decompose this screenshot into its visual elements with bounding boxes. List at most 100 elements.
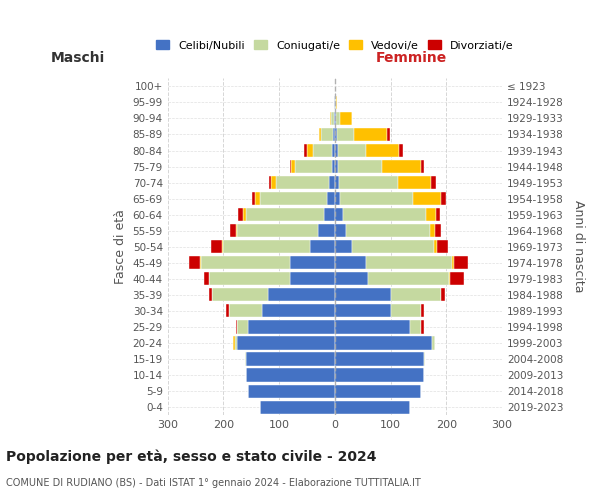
Bar xyxy=(437,240,448,254)
Bar xyxy=(290,256,335,270)
Bar xyxy=(335,192,340,205)
Bar xyxy=(387,128,390,141)
Bar xyxy=(335,128,337,141)
Bar xyxy=(335,176,340,189)
Bar xyxy=(324,208,335,221)
Bar xyxy=(410,320,421,334)
Bar xyxy=(421,160,424,173)
Bar xyxy=(295,160,332,173)
Bar xyxy=(290,272,335,285)
Text: COMUNE DI RUDIANO (BS) - Dati ISTAT 1° gennaio 2024 - Elaborazione TUTTITALIA.IT: COMUNE DI RUDIANO (BS) - Dati ISTAT 1° g… xyxy=(6,478,421,488)
Bar xyxy=(229,304,262,318)
Bar xyxy=(233,336,235,349)
Bar xyxy=(335,336,433,349)
Bar xyxy=(454,256,467,270)
Bar xyxy=(421,304,424,318)
Bar xyxy=(245,208,324,221)
Bar xyxy=(253,192,255,205)
Bar xyxy=(245,368,335,382)
Legend: Celibi/Nubili, Coniugati/e, Vedovi/e, Divorziati/e: Celibi/Nubili, Coniugati/e, Vedovi/e, Di… xyxy=(152,36,517,54)
Bar xyxy=(336,112,340,125)
Bar xyxy=(398,176,431,189)
Bar xyxy=(335,304,391,318)
Bar xyxy=(223,240,310,254)
Bar xyxy=(338,144,365,157)
Bar xyxy=(433,336,435,349)
Bar xyxy=(335,384,421,398)
Bar xyxy=(332,144,335,157)
Bar xyxy=(413,192,441,205)
Bar xyxy=(435,224,441,237)
Bar xyxy=(236,224,238,237)
Bar xyxy=(238,208,243,221)
Bar xyxy=(205,272,209,285)
Bar xyxy=(335,160,338,173)
Bar xyxy=(335,240,352,254)
Bar xyxy=(452,256,454,270)
Bar xyxy=(368,272,449,285)
Bar xyxy=(322,128,332,141)
Bar xyxy=(426,208,436,221)
Bar xyxy=(332,160,335,173)
Bar xyxy=(260,192,326,205)
Bar xyxy=(334,112,335,125)
Bar xyxy=(430,224,435,237)
Text: Maschi: Maschi xyxy=(50,51,104,65)
Bar xyxy=(268,288,335,302)
Bar xyxy=(335,224,346,237)
Bar xyxy=(335,144,338,157)
Bar xyxy=(365,256,452,270)
Bar xyxy=(399,144,403,157)
Bar xyxy=(236,320,238,334)
Bar xyxy=(346,224,430,237)
Bar xyxy=(260,400,335,413)
Bar xyxy=(189,256,200,270)
Bar xyxy=(330,112,331,125)
Bar xyxy=(352,240,434,254)
Bar xyxy=(238,320,248,334)
Bar xyxy=(431,176,436,189)
Bar xyxy=(304,144,307,157)
Bar xyxy=(335,256,365,270)
Bar xyxy=(421,320,424,334)
Bar xyxy=(335,272,368,285)
Bar xyxy=(226,304,229,318)
Bar xyxy=(391,304,421,318)
Bar xyxy=(243,208,245,221)
Bar xyxy=(340,192,413,205)
Bar xyxy=(449,272,450,285)
Bar xyxy=(307,144,313,157)
Bar xyxy=(354,128,387,141)
Bar xyxy=(337,128,354,141)
Bar xyxy=(230,224,236,237)
Bar xyxy=(340,176,398,189)
Bar xyxy=(450,272,464,285)
Bar xyxy=(331,112,334,125)
Bar xyxy=(335,400,410,413)
Bar xyxy=(391,288,441,302)
Bar xyxy=(238,336,335,349)
Bar xyxy=(335,352,424,366)
Bar xyxy=(336,96,337,109)
Bar xyxy=(332,128,335,141)
Bar xyxy=(310,240,335,254)
Bar xyxy=(291,160,295,173)
Bar xyxy=(313,144,332,157)
Bar xyxy=(290,160,291,173)
Bar xyxy=(436,208,440,221)
Bar xyxy=(262,304,335,318)
Bar xyxy=(277,176,329,189)
Bar xyxy=(335,368,424,382)
Bar xyxy=(248,384,335,398)
Bar xyxy=(255,192,260,205)
Bar xyxy=(211,240,222,254)
Bar xyxy=(318,224,335,237)
Bar xyxy=(441,288,445,302)
Bar xyxy=(248,320,335,334)
Bar xyxy=(441,192,446,205)
Bar xyxy=(201,256,290,270)
Bar xyxy=(235,336,238,349)
Text: Popolazione per età, sesso e stato civile - 2024: Popolazione per età, sesso e stato civil… xyxy=(6,450,377,464)
Bar xyxy=(434,240,437,254)
Bar xyxy=(340,112,352,125)
